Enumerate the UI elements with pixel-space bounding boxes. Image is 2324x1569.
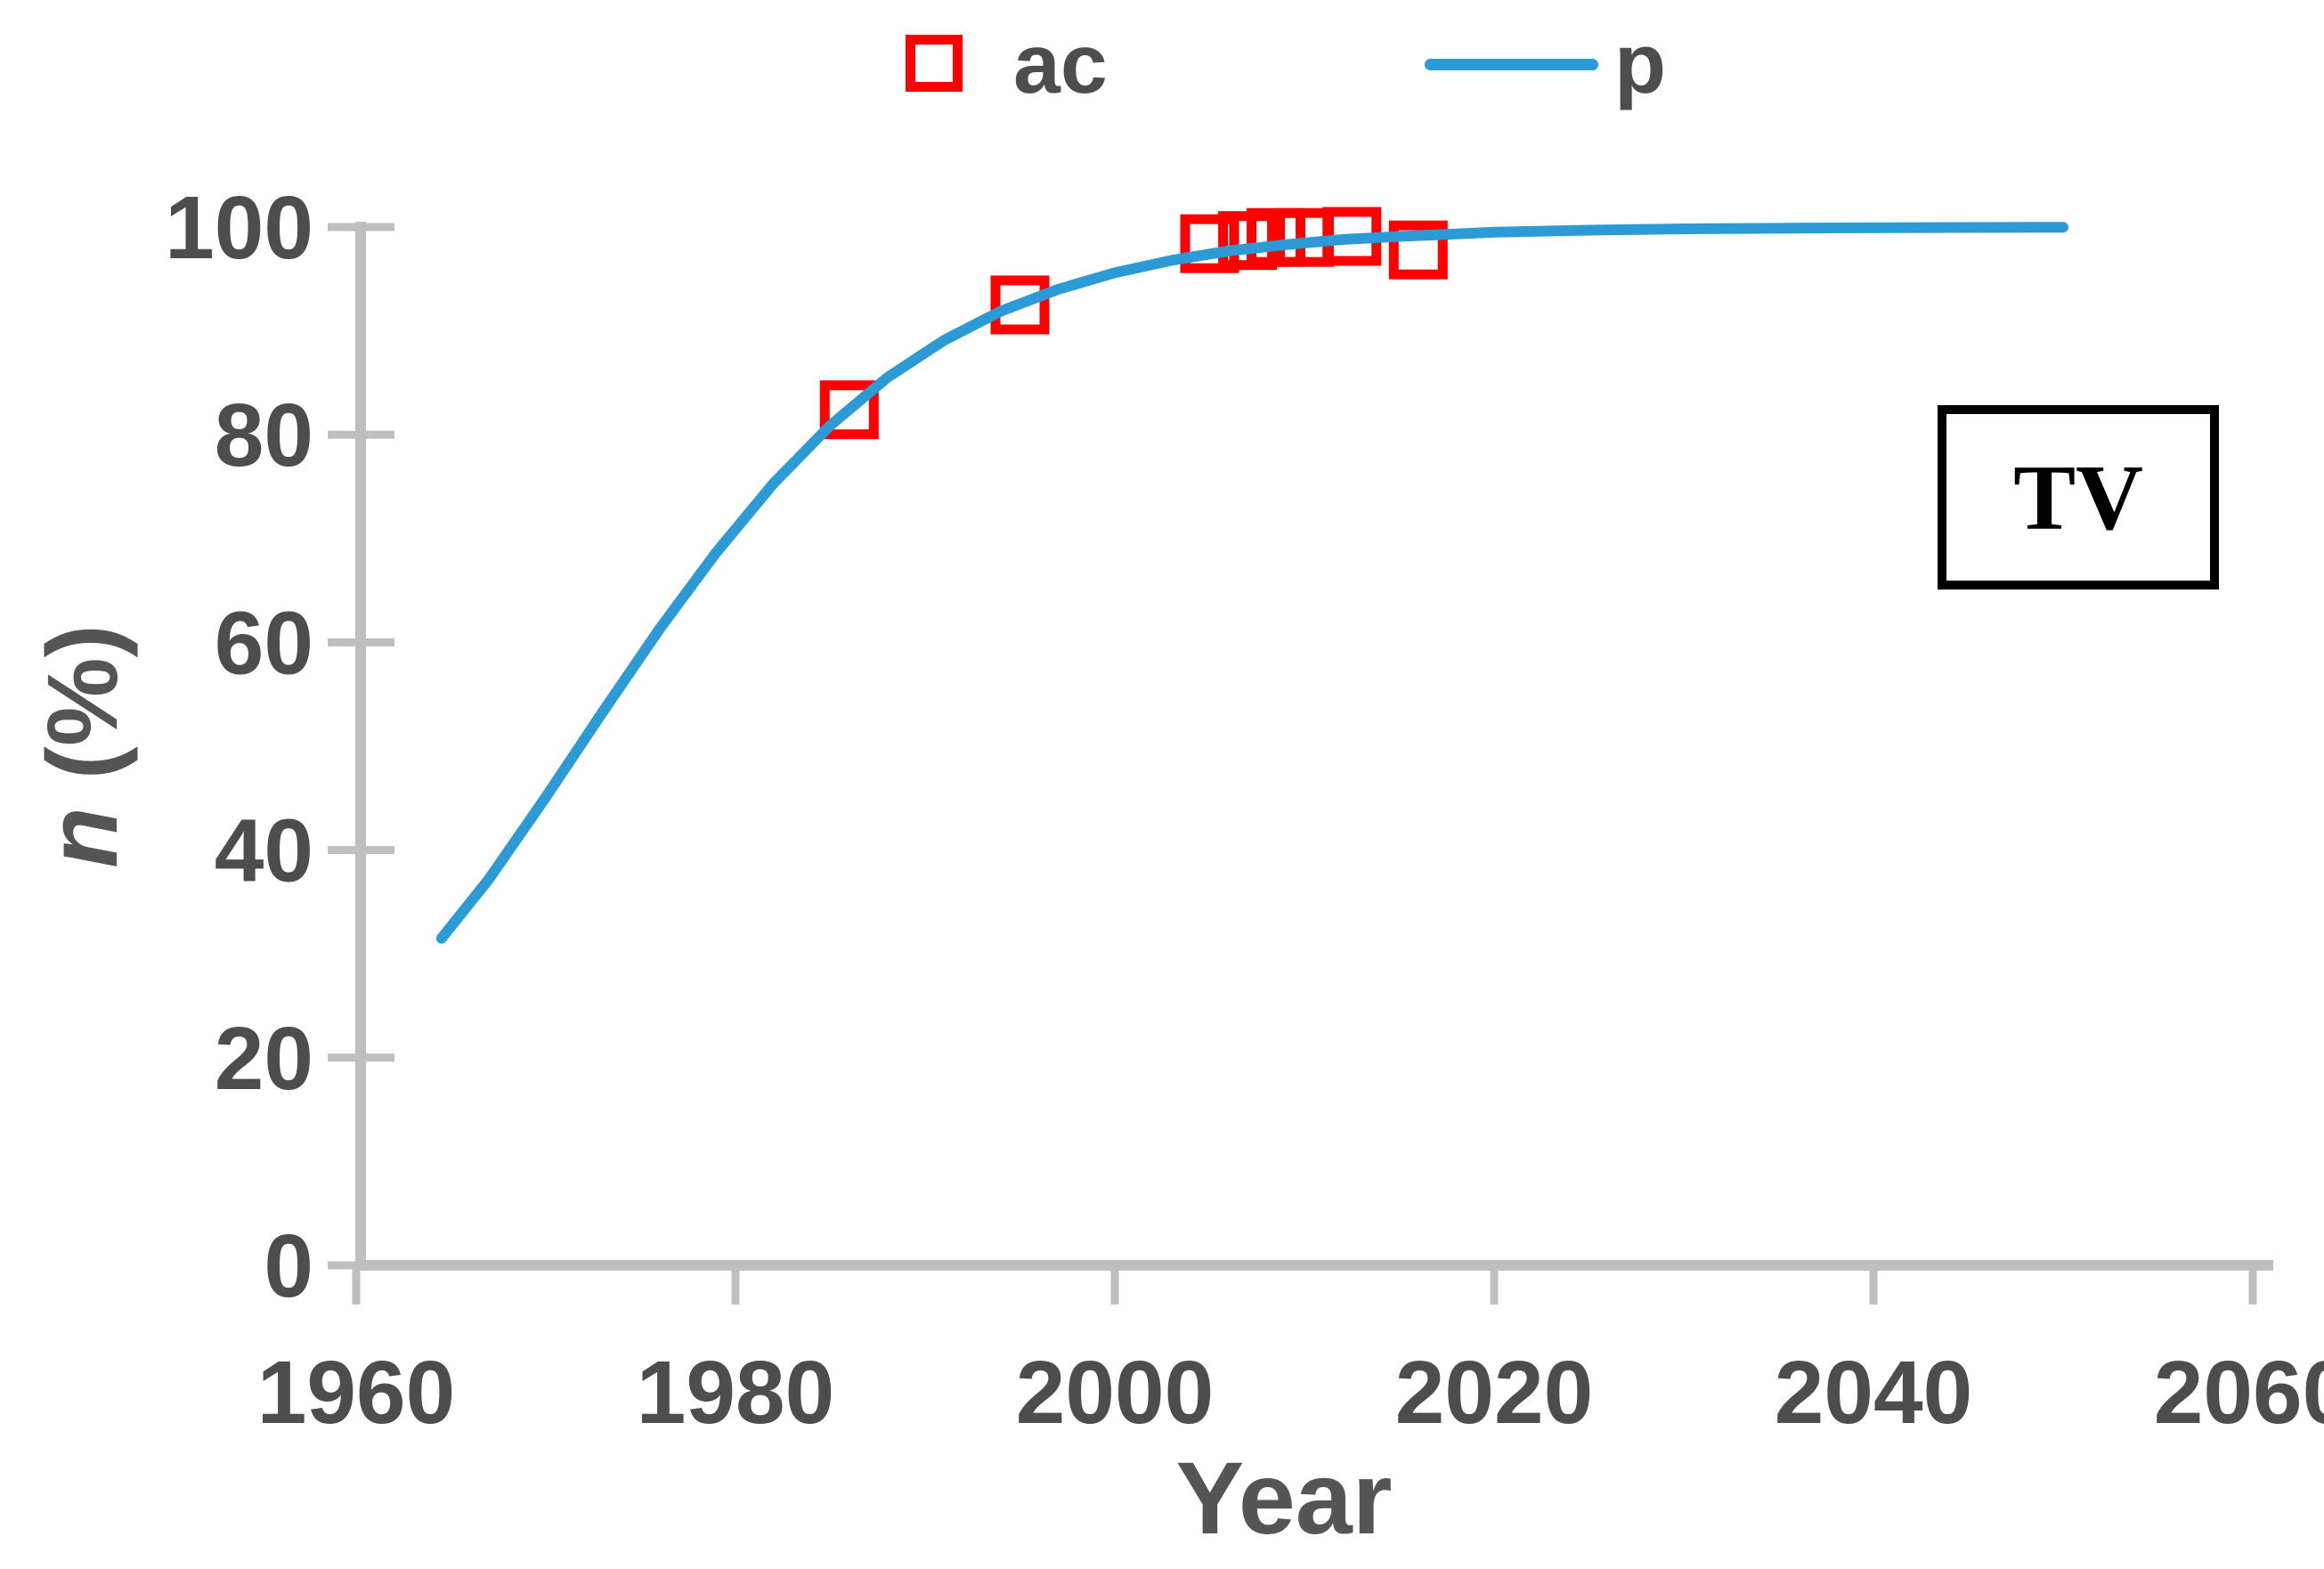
y-tick-label: 40 [215,801,313,901]
x-axis-title: Year [1175,1442,1393,1556]
legend-line-p-icon [1425,59,1598,70]
y-tick-label: 80 [215,386,313,485]
y-axis-title: n (%) [27,524,142,969]
legend-label-ac: ac [1013,17,1108,111]
annotation-box: TV [1938,405,2219,589]
x-tick-label: 1980 [637,1343,834,1443]
x-tick-label: 2020 [1395,1343,1593,1443]
x-tick-label: 2000 [1016,1343,1214,1443]
y-tick-label: 100 [165,178,313,278]
legend: ac p [0,0,2324,116]
annotation-text: TV [2013,445,2143,549]
x-tick-label: 2040 [1775,1343,1972,1443]
trend-line [435,222,2068,944]
data-point-marker [819,380,879,440]
x-tick-label: 2060 [2154,1343,2324,1443]
y-tick-label: 0 [264,1216,313,1316]
x-tick-label: 1960 [257,1343,455,1443]
data-point-marker [1180,214,1239,273]
legend-label-p: p [1614,17,1667,111]
y-tick-label: 60 [215,593,313,693]
legend-marker-ac-icon [906,35,963,92]
y-axis-title-unit: (%) [27,624,138,808]
data-point-marker [1388,220,1448,280]
data-point-marker [990,275,1050,335]
y-tick-label: 20 [215,1009,313,1109]
y-axis-title-symbol: n [27,807,138,868]
